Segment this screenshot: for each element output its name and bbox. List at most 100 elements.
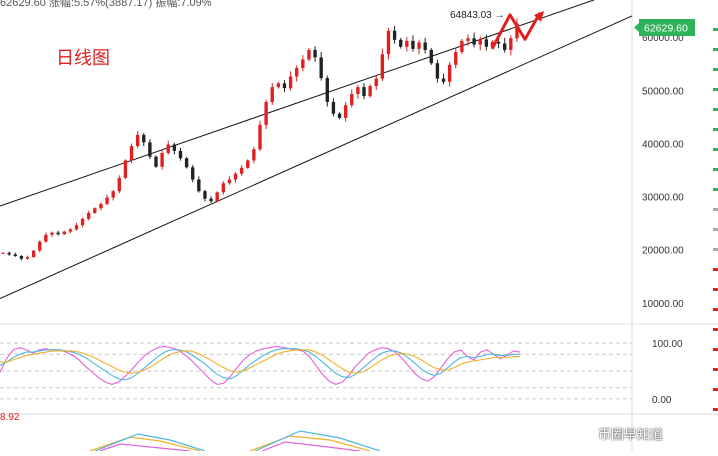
candle-body (129, 146, 134, 161)
candle-body (454, 52, 458, 65)
candle-body (135, 134, 140, 147)
candle-body (423, 42, 427, 50)
kdj-d-line (0, 348, 520, 381)
candle-body (221, 183, 225, 193)
candle-body (123, 160, 128, 178)
candle-body (368, 86, 372, 97)
candle-body (472, 38, 476, 45)
side-marker (713, 288, 718, 291)
candle-body (319, 57, 323, 79)
candle-body (74, 225, 79, 230)
candle-body (362, 87, 366, 97)
side-marker (713, 168, 718, 171)
candle-body (325, 78, 329, 102)
channel-upper-line (0, 0, 596, 207)
candle-body (215, 192, 219, 202)
side-marker (713, 228, 718, 231)
candle-body (441, 78, 446, 82)
candle-body (484, 39, 489, 47)
candle-body (405, 40, 409, 47)
candle-body (380, 54, 385, 79)
side-marker (713, 328, 718, 331)
candle-body (184, 158, 189, 168)
price-tick-label: 50000.00 (642, 86, 684, 97)
candle-body (172, 144, 177, 151)
side-marker (713, 208, 718, 211)
candle-body (435, 63, 440, 79)
candle-body (142, 134, 146, 143)
channel-lower-line (0, 15, 633, 299)
candle-body (80, 218, 85, 226)
chart-label: 日线图 (56, 48, 110, 68)
side-marker (713, 268, 718, 271)
candle-body (399, 39, 403, 47)
osc-tick-label: 100.00 (652, 339, 683, 350)
candle-body (7, 252, 11, 255)
price-axis: 60000.00 50000.00 40000.00 30000.00 20000.00… (642, 28, 718, 411)
side-marker (713, 108, 718, 111)
candle-body (31, 250, 36, 258)
side-marker (713, 308, 718, 311)
price-tick-label: 10000.00 (642, 299, 684, 310)
trend-channel (0, 0, 633, 299)
candle-body (343, 105, 348, 118)
candle-body (374, 78, 378, 87)
candle-body (1, 252, 5, 254)
candle-body (264, 101, 268, 125)
candle-body (509, 38, 513, 50)
price-tick-label: 20000.00 (642, 246, 684, 257)
candle-body (417, 42, 421, 49)
forecast-zigzag (490, 12, 542, 50)
forecast-arrow (490, 11, 544, 50)
candle-body (331, 101, 336, 114)
candle-body (233, 173, 238, 180)
candle-body (191, 167, 195, 180)
candle-body (227, 179, 232, 184)
side-marker (713, 248, 718, 251)
side-marker (713, 408, 718, 411)
osc-tick-label: 0.00 (652, 395, 672, 406)
bottom-indicator-curve (254, 430, 381, 452)
current-price-badge[interactable] (639, 19, 695, 36)
bottom-indicator-curve (261, 441, 361, 452)
candle-body (166, 144, 170, 153)
candle-body (258, 124, 262, 150)
candle-body (356, 87, 360, 95)
candle-body (460, 40, 464, 53)
candle-body (209, 198, 213, 202)
price-tick-label: 40000.00 (642, 139, 684, 150)
candle-body (68, 229, 73, 232)
candle-body (429, 49, 433, 64)
candle-body (307, 49, 311, 60)
side-marker (713, 188, 718, 191)
candle-body (295, 67, 299, 77)
candle-body (93, 208, 97, 213)
candle-body (25, 257, 30, 259)
candle-body (503, 43, 507, 50)
candle-body (148, 142, 152, 157)
candle-body (62, 231, 66, 235)
candle-body (19, 256, 24, 259)
bottom-indicator-curve (89, 436, 201, 452)
candle-body (515, 23, 519, 39)
forecast-arrowhead (534, 11, 544, 22)
candle-body (301, 59, 305, 68)
candle-body (392, 30, 397, 40)
candle-body (99, 203, 103, 209)
candle-body (466, 38, 470, 41)
price-tick-label: 60000.00 (642, 33, 684, 44)
candle-body (282, 83, 287, 89)
candle-body (288, 76, 293, 89)
side-marker (713, 48, 718, 51)
candle-body (160, 152, 164, 167)
candle-body (13, 254, 17, 257)
watermark: 币圈早知道 (598, 427, 664, 442)
candle-body (411, 40, 415, 49)
candle-body (44, 234, 48, 242)
candle-body (447, 64, 452, 82)
candle-body (350, 94, 354, 106)
candle-body (38, 241, 42, 251)
candle-body (276, 83, 281, 88)
